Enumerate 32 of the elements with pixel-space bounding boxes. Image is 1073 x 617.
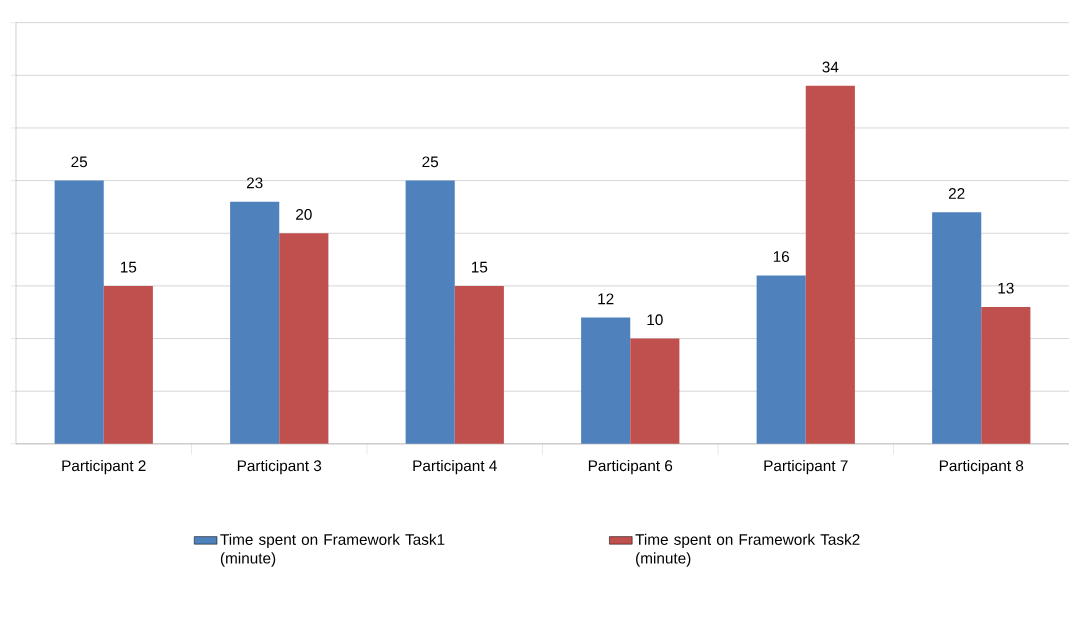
data-label: 15 — [120, 261, 137, 273]
bar — [630, 338, 680, 444]
data-label: 25 — [71, 156, 88, 168]
data-label: 20 — [296, 208, 312, 220]
bar — [981, 306, 1031, 444]
x-tick-label: Participant 8 — [939, 459, 1024, 475]
x-tick-label: Participant 3 — [237, 459, 322, 475]
bar — [405, 180, 455, 444]
data-label: 13 — [998, 282, 1014, 294]
bar — [581, 317, 631, 444]
data-label: 12 — [598, 293, 614, 305]
bar — [756, 275, 806, 444]
data-label: 10 — [647, 314, 663, 326]
bar — [54, 180, 104, 444]
x-tick-label: Participant 6 — [588, 459, 673, 475]
data-label: 16 — [773, 251, 790, 262]
data-label: 22 — [948, 188, 965, 199]
x-tick-label: Participant 4 — [413, 459, 497, 475]
bar — [230, 201, 280, 444]
legend-label: Time spent on Framework Task1 (minute) — [220, 533, 445, 567]
bar — [279, 233, 329, 444]
data-label: 15 — [471, 261, 488, 273]
data-label: 34 — [822, 61, 839, 73]
data-label: 25 — [422, 156, 439, 168]
bar — [103, 285, 153, 444]
bar — [454, 285, 504, 444]
data-label: 23 — [246, 177, 263, 189]
x-tick-label: Participant 2 — [62, 459, 146, 475]
x-tick-label: Participant 7 — [764, 459, 848, 475]
bar — [805, 85, 855, 444]
bar — [932, 212, 982, 444]
legend-label: Time spent on Framework Task2 (minute) — [635, 533, 860, 567]
